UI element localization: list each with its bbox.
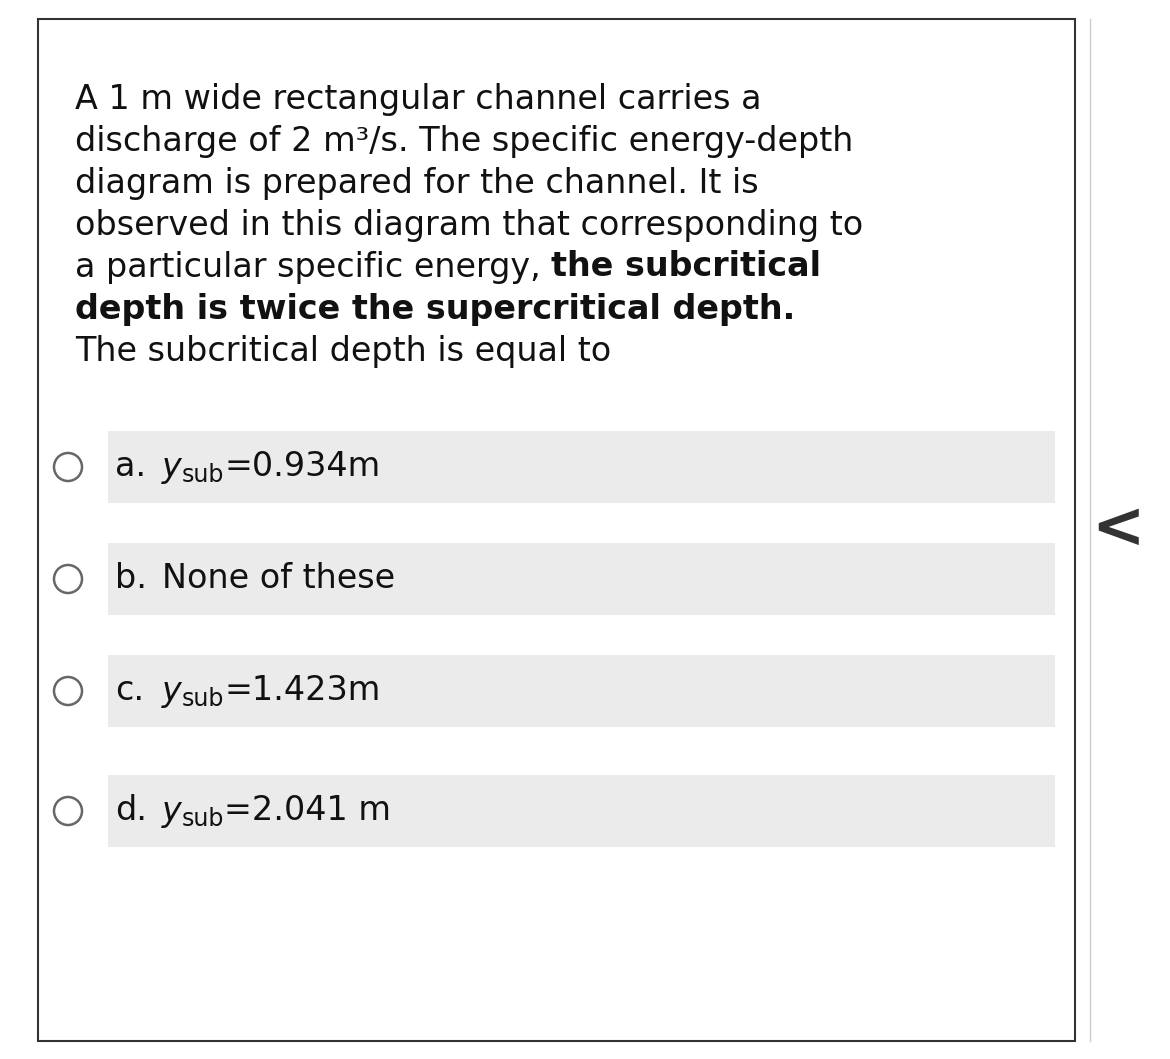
Bar	[108, 656, 1055, 726]
Text: c.: c.	[115, 675, 144, 707]
Text: the subcritical: the subcritical	[551, 251, 821, 284]
Text: sub: sub	[181, 463, 225, 487]
Text: None of these: None of these	[161, 562, 395, 595]
Text: <: <	[1092, 498, 1144, 560]
Text: a.: a.	[115, 450, 146, 484]
Text: d.: d.	[115, 794, 147, 827]
Text: y: y	[161, 794, 181, 827]
Text: =0.934m: =0.934m	[225, 450, 380, 484]
Text: The subcritical depth is equal to: The subcritical depth is equal to	[75, 335, 611, 367]
Bar	[108, 431, 1055, 503]
Text: =1.423m: =1.423m	[225, 675, 380, 707]
Text: a particular specific energy,: a particular specific energy,	[75, 251, 551, 284]
Text: y: y	[161, 675, 181, 707]
Text: observed in this diagram that corresponding to: observed in this diagram that correspond…	[75, 209, 863, 241]
Bar	[37, 19, 1075, 1041]
Text: sub: sub	[181, 807, 225, 831]
Text: discharge of 2 m³/s. The specific energy-depth: discharge of 2 m³/s. The specific energy…	[75, 125, 853, 158]
Text: =2.041 m: =2.041 m	[225, 794, 391, 827]
Bar	[108, 775, 1055, 847]
Text: diagram is prepared for the channel. It is: diagram is prepared for the channel. It …	[75, 166, 758, 199]
Text: y: y	[161, 450, 181, 484]
Text: A 1 m wide rectangular channel carries a: A 1 m wide rectangular channel carries a	[75, 83, 762, 115]
Text: depth is twice the supercritical depth.: depth is twice the supercritical depth.	[75, 292, 796, 325]
Bar	[108, 543, 1055, 615]
Text: sub: sub	[181, 687, 225, 711]
Text: b.: b.	[115, 562, 147, 595]
